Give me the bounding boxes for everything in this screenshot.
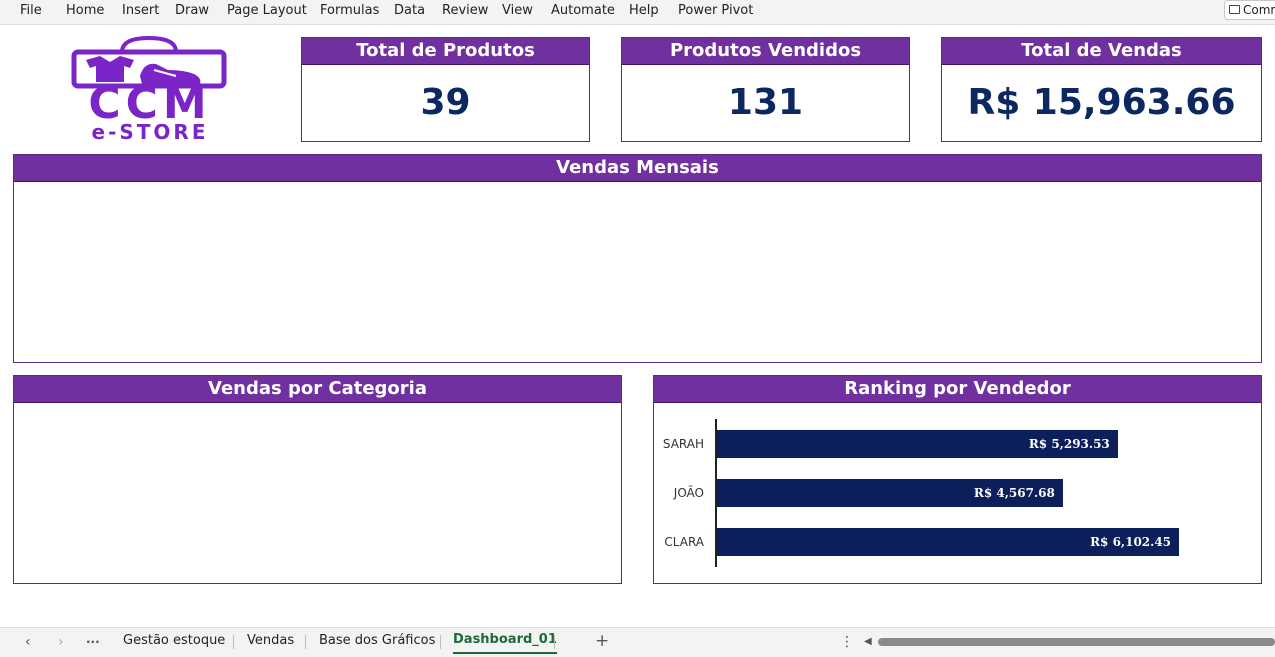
comments-button[interactable]: Comm [1224, 0, 1275, 20]
kpi-value: R$ 15,963.66 [967, 82, 1236, 123]
panel-title: Ranking por Vendedor [654, 376, 1261, 403]
menu-power-pivot[interactable]: Power Pivot [678, 3, 754, 18]
bar-value-label: R$ 5,293.53 [1028, 437, 1110, 451]
bar[interactable]: R$ 4,567.68 [717, 479, 1063, 507]
tab-separator [440, 635, 441, 649]
bar-category-label: JOÃO [673, 486, 704, 500]
ranking-bar-chart: SARAH R$ 5,293.53 JOÃO R$ 4,567.68 CLARA R$ 6… [654, 403, 1261, 583]
logo-subtitle: e-STORE [91, 120, 209, 144]
tab-separator [305, 635, 306, 649]
ribbon-menu-bar: File Home Insert Draw Page Layout Formul… [0, 0, 1275, 25]
panel-title: Vendas por Categoria [14, 376, 621, 403]
menu-file[interactable]: File [20, 3, 42, 18]
chart-axis-line [715, 419, 717, 567]
kpi-card-total-vendas: Total de Vendas R$ 15,963.66 [941, 37, 1262, 142]
menu-view[interactable]: View [502, 3, 533, 18]
panel-vendas-categoria: Vendas por Categoria [13, 375, 622, 584]
menu-data[interactable]: Data [394, 3, 426, 18]
logo-title: CCM [88, 78, 212, 129]
active-tab-underline [453, 652, 557, 654]
sheet-options-button[interactable]: ⋮ [840, 634, 854, 650]
menu-formulas[interactable]: Formulas [320, 3, 380, 18]
menu-help[interactable]: Help [629, 3, 659, 18]
prev-sheet-button[interactable]: ‹ [25, 634, 31, 650]
sheet-tab-gestao-estoque[interactable]: Gestão estoque [123, 633, 226, 648]
kpi-value: 39 [420, 82, 471, 123]
add-sheet-button[interactable]: + [595, 631, 610, 651]
next-sheet-button[interactable]: › [58, 634, 64, 650]
menu-automate[interactable]: Automate [551, 3, 615, 18]
bar[interactable]: R$ 6,102.45 [717, 528, 1180, 556]
bar[interactable]: R$ 5,293.53 [717, 430, 1118, 458]
panel-ranking-vendedor: Ranking por Vendedor SARAH R$ 5,293.53 JOÃ… [653, 375, 1262, 584]
kpi-card-title: Total de Vendas [942, 38, 1261, 65]
kpi-card-produtos-vendidos: Produtos Vendidos 131 [621, 37, 910, 142]
bar-value-label: R$ 4,567.68 [973, 486, 1055, 500]
kpi-card-title: Total de Produtos [302, 38, 589, 65]
menu-review[interactable]: Review [442, 3, 489, 18]
shopping-bag-icon [71, 36, 227, 89]
sheet-tab-vendas[interactable]: Vendas [247, 633, 295, 648]
panel-vendas-mensais: Vendas Mensais [13, 154, 1262, 363]
bar-category-label: SARAH [662, 437, 704, 451]
comments-label: Comm [1243, 3, 1275, 17]
bar-category-label: CLARA [664, 535, 704, 549]
scroll-left-arrow-icon[interactable]: ◀ [864, 636, 872, 647]
menu-page-layout[interactable]: Page Layout [227, 3, 307, 18]
sheet-tabs-bar: ‹ › ··· Gestão estoque Vendas Base dos G… [0, 627, 1275, 657]
kpi-value: 131 [727, 82, 804, 123]
tab-separator [554, 635, 555, 649]
menu-insert[interactable]: Insert [122, 3, 160, 18]
sheet-tab-dashboard[interactable]: Dashboard_01 [453, 632, 557, 654]
comment-icon [1229, 5, 1240, 14]
tab-separator [233, 635, 234, 649]
menu-home[interactable]: Home [66, 3, 105, 18]
kpi-card-title: Produtos Vendidos [622, 38, 909, 65]
bar-value-label: R$ 6,102.45 [1090, 535, 1172, 549]
menu-draw[interactable]: Draw [175, 3, 209, 18]
kpi-card-total-produtos: Total de Produtos 39 [301, 37, 590, 142]
horizontal-scrollbar[interactable] [878, 638, 1275, 646]
more-sheets-button[interactable]: ··· [86, 635, 100, 649]
panel-title: Vendas Mensais [14, 155, 1261, 182]
sheet-tab-base-graficos[interactable]: Base dos Gráficos [319, 633, 436, 648]
store-logo: CCM e-STORE [44, 36, 254, 144]
sheet-tab-dashboard-label: Dashboard_01 [453, 632, 557, 647]
